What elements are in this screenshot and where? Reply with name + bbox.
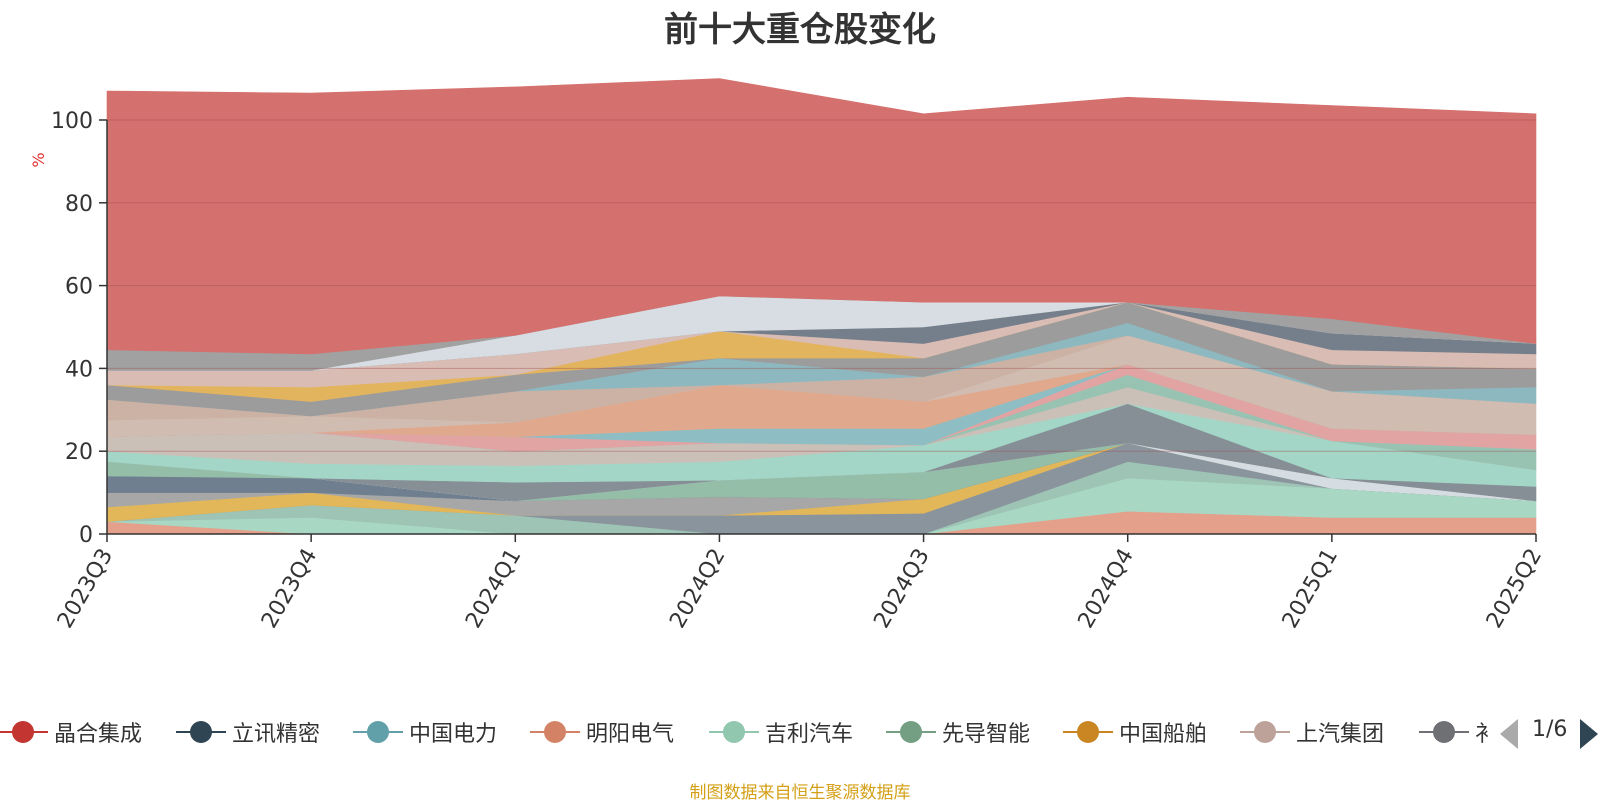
legend-label: 吉利汽车 [765, 722, 854, 747]
legend-label: 中国电力 [409, 722, 498, 747]
legend-item[interactable]: 立讯精密 [176, 712, 320, 752]
chart-title: 前十大重仓股变化 [664, 10, 936, 50]
legend-marker-icon [709, 712, 759, 752]
y-tick-label: 0 [79, 523, 93, 548]
y-tick-label: 60 [65, 275, 93, 300]
legend-label: 明阳电气 [586, 722, 675, 747]
x-tick-label: 2023Q4 [257, 545, 322, 633]
legend-label: 上汽集团 [1296, 722, 1385, 747]
legend-label: 衤 [1475, 722, 1488, 747]
series-areas [106, 78, 1537, 535]
series-area-26 [106, 78, 1537, 355]
legend-marker-icon [1419, 712, 1469, 752]
legend-marker-icon [886, 712, 936, 752]
x-tick-label: 2024Q3 [869, 545, 934, 633]
y-tick-label: 100 [51, 109, 93, 134]
pager-prev-icon[interactable] [1500, 719, 1518, 749]
legend-item[interactable]: 衤 [1419, 712, 1488, 752]
legend-item[interactable]: 先导智能 [886, 712, 1030, 752]
y-tick-label: 20 [65, 440, 93, 465]
legend-item[interactable]: 上汽集团 [1240, 712, 1384, 752]
legend-label: 晶合集成 [54, 722, 143, 747]
legend-marker-icon [176, 712, 226, 752]
source-note: 制图数据来自恒生聚源数据库 [689, 783, 911, 803]
x-tick-label: 2024Q1 [461, 545, 526, 633]
legend-label: 中国船舶 [1119, 722, 1208, 747]
pager-next-icon[interactable] [1580, 719, 1598, 749]
legend: 晶合集成 立讯精密 中国电力 明阳电气 吉利汽车 先导智能 中国船舶 上汽集团 衤 [0, 712, 1488, 752]
y-tick-label: 80 [65, 192, 93, 217]
legend-marker-icon [1240, 712, 1290, 752]
y-tick-label: 40 [65, 357, 93, 382]
legend-label: 先导智能 [942, 722, 1031, 747]
legend-pager: 1/6 [1500, 715, 1600, 751]
x-tick-label: 2025Q2 [1482, 545, 1547, 633]
legend-item[interactable]: 晶合集成 [0, 712, 142, 752]
x-tick-label: 2025Q1 [1278, 545, 1343, 633]
y-axis-label: % [29, 152, 48, 167]
x-tick-label: 2024Q4 [1074, 545, 1139, 633]
legend-marker-icon [1063, 712, 1113, 752]
legend-item[interactable]: 明阳电气 [530, 712, 674, 752]
legend-item[interactable]: 中国船舶 [1063, 712, 1207, 752]
legend-item[interactable]: 吉利汽车 [709, 712, 853, 752]
x-tick-label: 2023Q3 [53, 545, 118, 633]
legend-label: 立讯精密 [232, 722, 321, 747]
pager-text: 1/6 [1532, 717, 1568, 742]
legend-marker-icon [530, 712, 580, 752]
grid-lines [107, 119, 1536, 452]
legend-item[interactable]: 中国电力 [353, 712, 497, 752]
x-tick-label: 2024Q2 [665, 545, 730, 633]
legend-marker-icon [0, 712, 48, 752]
legend-marker-icon [353, 712, 403, 752]
